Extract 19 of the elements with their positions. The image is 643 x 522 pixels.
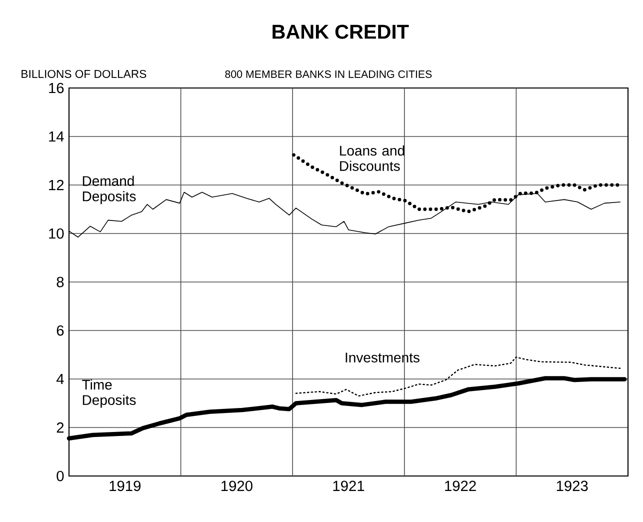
- y-tick-label: 0: [56, 470, 64, 482]
- y-tick-label: 12: [49, 180, 64, 190]
- y-tick-label: 8: [56, 276, 64, 288]
- x-tick-label: 1920: [221, 480, 252, 492]
- y-tick-label: 2: [56, 422, 64, 433]
- series-label: Demand Deposits: [82, 176, 136, 204]
- chart-subtitle: 800 MEMBER BANKS IN LEADING CITIES: [225, 70, 432, 78]
- x-tick-label: 1922: [445, 480, 476, 492]
- chart-title: BANK CREDIT: [272, 24, 409, 39]
- series-label: Time Deposits: [82, 379, 136, 408]
- y-tick-label: 6: [56, 325, 64, 336]
- x-tick-label: 1921: [333, 480, 364, 492]
- y-axis-title: BILLIONS OF DOLLARS: [22, 70, 146, 78]
- y-tick-label: 4: [56, 374, 64, 384]
- y-tick-label: 14: [49, 131, 64, 142]
- y-tick-label: 16: [49, 82, 64, 94]
- y-tick-label: 10: [49, 228, 64, 239]
- x-tick-label: 1923: [556, 480, 588, 492]
- x-tick-label: 1919: [110, 480, 141, 492]
